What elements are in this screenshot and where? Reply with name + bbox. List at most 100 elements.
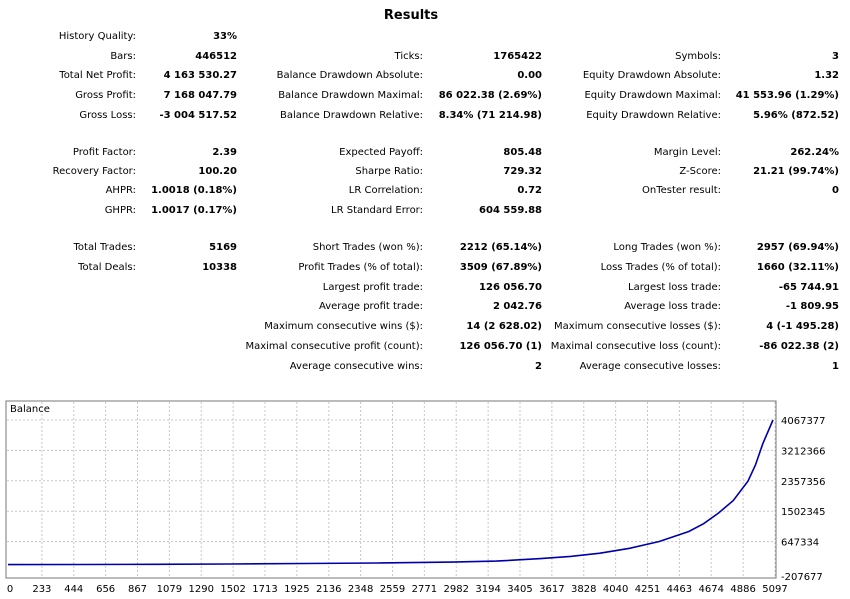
stat-loss-trades-of-total-label: Loss Trades (% of total):	[600, 262, 721, 273]
y-tick-label: 2357356	[781, 477, 826, 488]
y-tick-label: -207677	[781, 572, 823, 583]
stat-average-consecutive-wins-label: Average consecutive wins:	[289, 361, 423, 372]
stat-largest-loss-trade-value: -65 744.91	[778, 282, 839, 293]
stat-equity-drawdown-absolute-label: Equity Drawdown Absolute:	[582, 70, 721, 81]
y-tick-label: 1502345	[781, 507, 826, 518]
x-tick-label: 1925	[284, 584, 309, 595]
stat-margin-level-value: 262.24%	[790, 147, 839, 158]
stat-sharpe-ratio-label: Sharpe Ratio:	[355, 166, 423, 177]
stat-total-net-profit-label: Total Net Profit:	[59, 70, 136, 81]
stat-long-trades-won-value: 2957 (69.94%)	[756, 242, 839, 253]
x-tick-label: 3828	[571, 584, 596, 595]
stat-profit-trades-of-total-label: Profit Trades (% of total):	[298, 262, 423, 273]
stat-maximum-consecutive-losses-value: 4 (-1 495.28)	[766, 321, 839, 332]
stat-lr-correlation-value: 0.72	[517, 185, 542, 196]
stat-maximum-consecutive-wins-value: 14 (2 628.02)	[466, 321, 542, 332]
x-tick-label: 4886	[730, 584, 755, 595]
stat-equity-drawdown-maximal-label: Equity Drawdown Maximal:	[584, 90, 721, 101]
stat-maximal-consecutive-loss-count-label: Maximal consecutive loss (count):	[550, 341, 721, 352]
y-tick-label: 3212366	[781, 446, 826, 457]
stat-equity-drawdown-relative-label: Equity Drawdown Relative:	[586, 110, 721, 121]
stat-profit-factor-label: Profit Factor:	[72, 147, 136, 158]
x-tick-label: 3617	[539, 584, 564, 595]
stat-ticks-value: 1765422	[493, 51, 542, 62]
stat-total-trades-label: Total Trades:	[73, 242, 137, 253]
x-tick-label: 3405	[507, 584, 532, 595]
stat-lr-standard-error-label: LR Standard Error:	[331, 205, 423, 216]
stat-maximal-consecutive-profit-count-label: Maximal consecutive profit (count):	[245, 341, 423, 352]
x-tick-label: 233	[32, 584, 51, 595]
stat-gross-loss-label: Gross Loss:	[79, 110, 136, 121]
stat-average-loss-trade-value: -1 809.95	[785, 301, 839, 312]
x-tick-label: 1502	[220, 584, 245, 595]
x-tick-label: 4251	[635, 584, 660, 595]
stat-z-score-label: Z-Score:	[679, 166, 721, 177]
x-tick-label: 3194	[475, 584, 500, 595]
x-tick-label: 5097	[762, 584, 787, 595]
history-quality-label: History Quality:	[58, 31, 136, 42]
stat-bars-value: 446512	[195, 51, 237, 62]
stat-symbols-value: 3	[832, 51, 839, 62]
stat-largest-profit-trade-value: 126 056.70	[479, 282, 542, 293]
stat-maximum-consecutive-wins-label: Maximum consecutive wins ($):	[264, 321, 423, 332]
stat-largest-loss-trade-label: Largest loss trade:	[628, 282, 721, 293]
stat-balance-drawdown-absolute-value: 0.00	[517, 70, 542, 81]
stat-average-loss-trade-label: Average loss trade:	[624, 301, 721, 312]
x-tick-label: 4040	[603, 584, 628, 595]
x-tick-label: 1079	[157, 584, 182, 595]
stat-recovery-factor-label: Recovery Factor:	[52, 166, 136, 177]
stat-average-consecutive-wins-value: 2	[535, 361, 542, 372]
stat-largest-profit-trade-label: Largest profit trade:	[322, 282, 423, 293]
x-tick-label: 2136	[316, 584, 341, 595]
stat-total-deals-label: Total Deals:	[78, 262, 136, 273]
x-tick-label: 444	[64, 584, 83, 595]
stat-margin-level-label: Margin Level:	[653, 147, 721, 158]
stat-average-consecutive-losses-label: Average consecutive losses:	[579, 361, 721, 372]
stat-ontester-result-label: OnTester result:	[641, 185, 721, 196]
stat-equity-drawdown-absolute-value: 1.32	[814, 70, 839, 81]
history-quality-value: 33%	[213, 31, 237, 42]
x-tick-label: 4674	[699, 584, 724, 595]
stat-gross-loss-value: -3 004 517.52	[159, 110, 237, 121]
x-tick-label: 4463	[667, 584, 692, 595]
stat-balance-drawdown-absolute-label: Balance Drawdown Absolute:	[276, 70, 423, 81]
stat-balance-drawdown-relative-value: 8.34% (71 214.98)	[438, 110, 542, 121]
stat-total-net-profit-value: 4 163 530.27	[163, 70, 237, 81]
stat-symbols-label: Symbols:	[675, 51, 721, 62]
stat-sharpe-ratio-value: 729.32	[503, 166, 542, 177]
stat-lr-standard-error-value: 604 559.88	[479, 205, 542, 216]
stat-average-profit-trade-label: Average profit trade:	[318, 301, 423, 312]
x-tick-label: 0	[7, 584, 13, 595]
stat-maximum-consecutive-losses-label: Maximum consecutive losses ($):	[554, 321, 721, 332]
chart-title: Balance	[10, 404, 50, 415]
stat-ahpr-value: 1.0018 (0.18%)	[151, 185, 237, 196]
stat-maximal-consecutive-profit-count-value: 126 056.70 (1)	[459, 341, 542, 352]
stat-lr-correlation-label: LR Correlation:	[348, 185, 423, 196]
x-tick-label: 656	[96, 584, 115, 595]
stat-balance-drawdown-maximal-label: Balance Drawdown Maximal:	[278, 90, 423, 101]
stat-total-deals-value: 10338	[202, 262, 237, 273]
stat-profit-trades-of-total-value: 3509 (67.89%)	[459, 262, 542, 273]
stat-gross-profit-label: Gross Profit:	[75, 90, 136, 101]
stat-average-consecutive-losses-value: 1	[832, 361, 839, 372]
stat-balance-drawdown-maximal-value: 86 022.38 (2.69%)	[438, 90, 542, 101]
stat-average-profit-trade-value: 2 042.76	[492, 301, 542, 312]
stat-equity-drawdown-relative-value: 5.96% (872.52)	[753, 110, 839, 121]
x-tick-label: 2559	[380, 584, 405, 595]
stat-expected-payoff-label: Expected Payoff:	[339, 147, 423, 158]
balance-line	[7, 419, 774, 566]
x-tick-label: 1290	[189, 584, 214, 595]
y-tick-label: 4067377	[781, 416, 826, 427]
plot-area	[5, 400, 777, 579]
stat-short-trades-won-value: 2212 (65.14%)	[459, 242, 542, 253]
x-tick-label: 2982	[444, 584, 469, 595]
stat-long-trades-won-label: Long Trades (won %):	[613, 242, 721, 253]
stat-z-score-value: 21.21 (99.74%)	[753, 166, 839, 177]
y-tick-label: 647334	[781, 538, 819, 549]
stat-gross-profit-value: 7 168 047.79	[163, 90, 237, 101]
stat-ticks-label: Ticks:	[394, 51, 423, 62]
stat-maximal-consecutive-loss-count-value: -86 022.38 (2)	[759, 341, 839, 352]
stat-profit-factor-value: 2.39	[212, 147, 237, 158]
results-title: Results	[383, 8, 439, 23]
